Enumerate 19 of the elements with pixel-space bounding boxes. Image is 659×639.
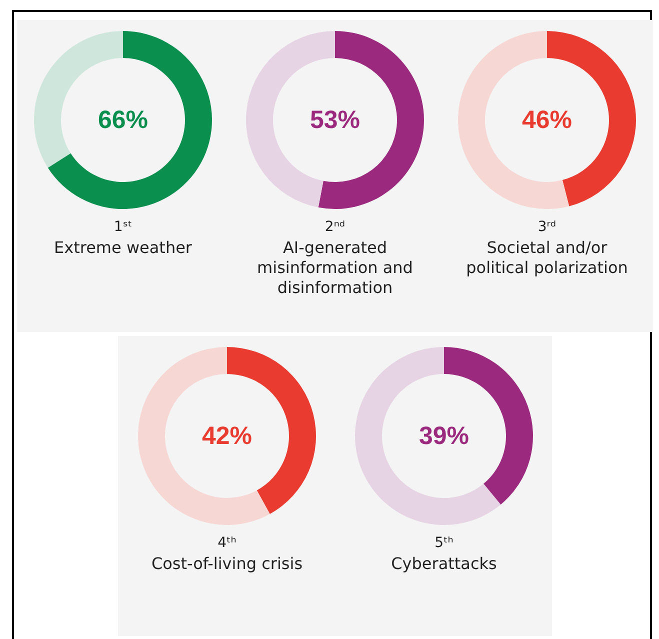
text: Cyberattacks (390, 554, 496, 573)
text: 2ⁿᵈ (324, 219, 346, 235)
text: Extreme weather (54, 238, 192, 257)
text: 3ʳᵈ (538, 219, 556, 235)
text: 66% (98, 106, 148, 134)
donut-slice (48, 31, 212, 209)
text: 4ᵗʰ (217, 535, 236, 551)
text: Cost-of-living crisis (150, 554, 302, 573)
text: 1ˢᵗ (114, 219, 132, 235)
text: Societal and/or political polarization (466, 238, 628, 277)
text: 42% (201, 422, 252, 450)
text: 46% (522, 106, 572, 134)
donut-slice (354, 347, 500, 525)
text: 39% (418, 422, 469, 450)
donut-slice (458, 31, 570, 209)
text: 53% (310, 106, 360, 134)
text: AI-generated misinformation and disinformation (257, 238, 413, 297)
donut-slice (138, 347, 270, 525)
text: 5ᵗʰ (434, 535, 453, 551)
